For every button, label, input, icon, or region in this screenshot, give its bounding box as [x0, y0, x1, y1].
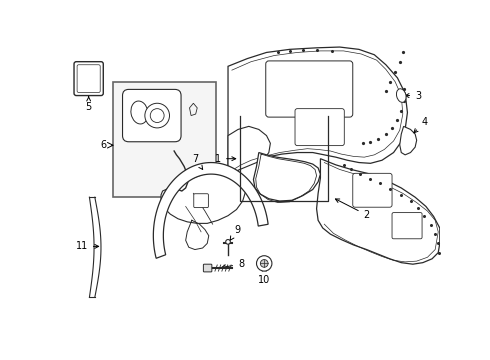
Polygon shape — [253, 153, 320, 201]
Text: 10: 10 — [258, 267, 270, 285]
FancyBboxPatch shape — [266, 61, 353, 117]
Polygon shape — [228, 47, 408, 176]
FancyBboxPatch shape — [122, 89, 181, 142]
FancyBboxPatch shape — [77, 65, 100, 93]
Text: 4: 4 — [414, 117, 427, 133]
Text: 1: 1 — [215, 154, 236, 164]
Text: 5: 5 — [86, 96, 92, 112]
FancyBboxPatch shape — [74, 62, 103, 95]
Ellipse shape — [396, 89, 406, 102]
Text: 3: 3 — [405, 91, 421, 100]
FancyBboxPatch shape — [194, 194, 208, 208]
Polygon shape — [153, 163, 268, 258]
Text: 2: 2 — [336, 199, 370, 220]
Polygon shape — [317, 159, 440, 264]
Circle shape — [260, 260, 268, 267]
Text: 11: 11 — [75, 242, 98, 251]
Circle shape — [226, 239, 230, 244]
Polygon shape — [400, 126, 416, 155]
Text: 8: 8 — [222, 259, 244, 269]
Circle shape — [150, 109, 164, 122]
Bar — [113, 82, 217, 197]
Circle shape — [257, 256, 272, 271]
FancyBboxPatch shape — [203, 264, 212, 272]
Polygon shape — [161, 170, 245, 223]
Polygon shape — [228, 126, 270, 174]
Ellipse shape — [131, 101, 148, 124]
Text: 6: 6 — [100, 140, 106, 150]
FancyBboxPatch shape — [392, 213, 422, 239]
FancyBboxPatch shape — [353, 173, 392, 207]
FancyBboxPatch shape — [295, 109, 344, 145]
Text: 9: 9 — [230, 225, 240, 240]
Text: 7: 7 — [192, 154, 203, 170]
Circle shape — [145, 103, 170, 128]
